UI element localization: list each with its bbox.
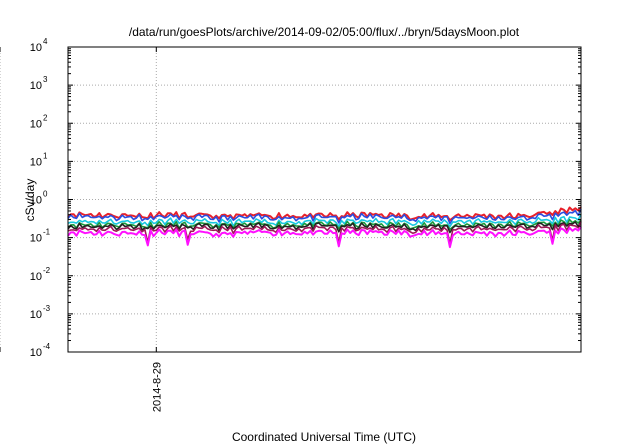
y-tick-exponent: 0	[43, 190, 48, 199]
y-axis-title: cSv/day	[23, 179, 37, 222]
x-axis: 2014-8-292014-8-302014-8-312014-9-12014-…	[0, 47, 163, 412]
y-tick-exponent: -3	[43, 304, 51, 313]
y-tick-exponent: 4	[43, 37, 48, 46]
series-line	[67, 213, 582, 228]
x-tick-label: 2014-8-29	[151, 362, 163, 412]
y-tick-label: 10	[30, 42, 42, 54]
y-tick-exponent: -4	[43, 342, 51, 351]
y-tick-label: 10	[30, 233, 42, 245]
series-layer	[67, 206, 582, 249]
y-tick-label: 10	[30, 347, 42, 359]
x-axis-title: Coordinated Universal Time (UTC)	[232, 430, 416, 444]
y-tick-label: 10	[30, 156, 42, 168]
y-tick-label: 10	[30, 118, 42, 130]
series-line	[67, 220, 582, 234]
grid	[0, 47, 581, 352]
y-tick-label: 10	[30, 80, 42, 92]
series-line	[67, 226, 582, 249]
series-line	[67, 208, 582, 225]
y-tick-label: 10	[30, 271, 42, 283]
y-tick-label: 10	[30, 309, 42, 321]
y-tick-label: 10	[30, 195, 42, 207]
y-tick-exponent: -1	[43, 228, 51, 237]
plot-frame	[67, 46, 582, 353]
chart-title: /data/run/goesPlots/archive/2014-09-02/0…	[129, 25, 520, 39]
series-line	[67, 221, 582, 245]
y-tick-exponent: 3	[43, 75, 48, 84]
y-tick-exponent: -2	[43, 266, 51, 275]
y-tick-exponent: 1	[43, 151, 48, 160]
y-tick-exponent: 2	[43, 113, 48, 122]
